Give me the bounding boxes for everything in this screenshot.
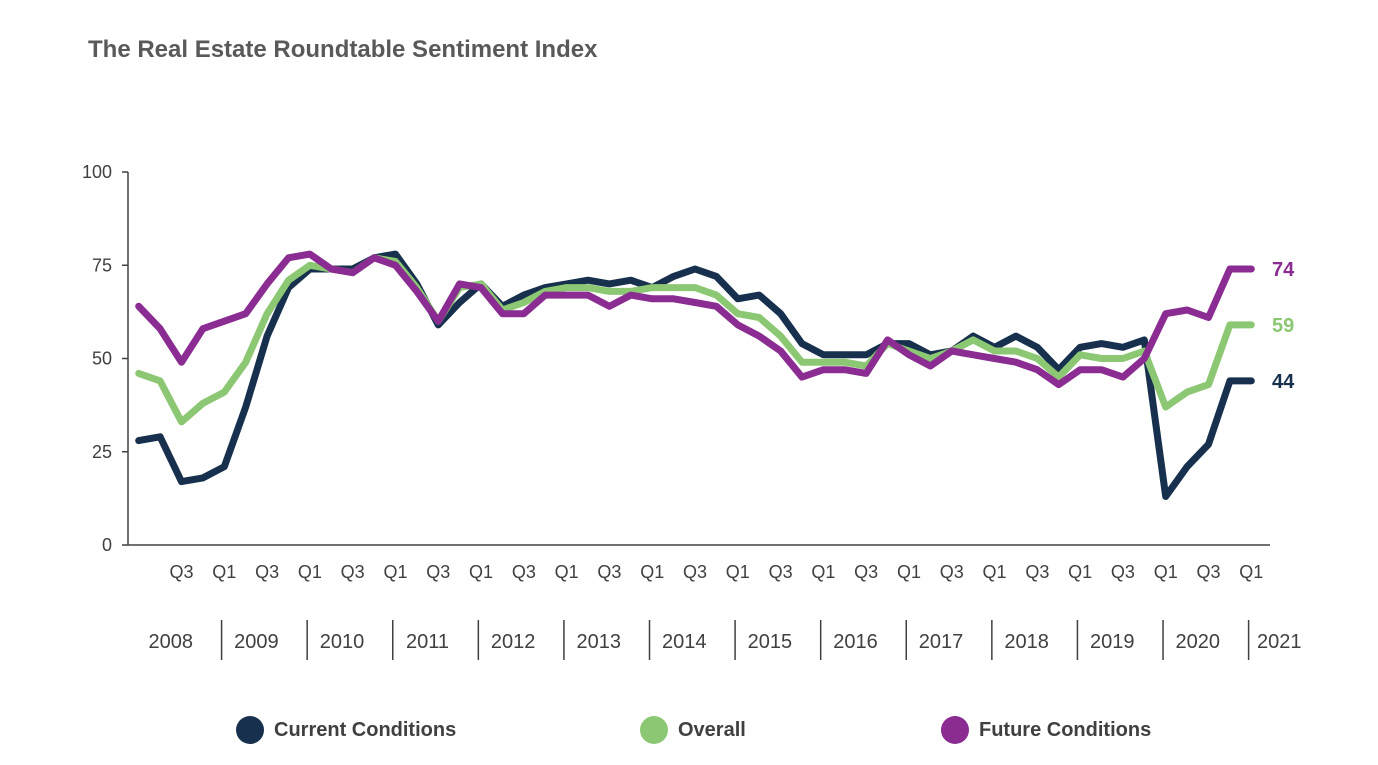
y-tick-label: 0 [102, 535, 112, 555]
legend-item-future-conditions: Future Conditions [941, 716, 1151, 744]
x-tick-label: Q3 [854, 562, 878, 582]
legend-label-future-conditions: Future Conditions [979, 718, 1152, 741]
x-tick-label: Q1 [298, 562, 322, 582]
axes: 0 25 50 75 100 Q3 Q1 Q3 Q1 Q3 Q1 Q3 Q1 Q3 Q1 Q3 Q1 Q3 Q1 Q3… [82, 162, 1302, 660]
year-label: 2013 [576, 631, 621, 653]
x-tick-label: Q1 [897, 562, 921, 582]
x-tick-label: Q1 [811, 562, 835, 582]
x-tick-label: Q3 [683, 562, 707, 582]
x-tick-label: Q1 [640, 562, 664, 582]
legend-item-current-conditions: Current Conditions [236, 716, 456, 744]
year-label: 2014 [662, 631, 707, 653]
legend-marker-current-conditions [236, 716, 264, 744]
end-label-current-conditions: 44 [1272, 371, 1295, 393]
y-tick-label: 25 [92, 442, 112, 462]
year-label: 2019 [1090, 631, 1135, 653]
legend-label-overall: Overall [678, 718, 746, 741]
year-label: 2016 [833, 631, 878, 653]
year-label: 2010 [320, 631, 365, 653]
year-label: 2011 [406, 631, 449, 653]
x-tick-label: Q1 [1068, 562, 1092, 582]
chart-title: The Real Estate Roundtable Sentiment Ind… [88, 36, 598, 63]
series-line-future-conditions [135, 250, 1255, 389]
legend-item-overall: Overall [640, 716, 746, 744]
year-label: 2021 [1257, 631, 1302, 653]
x-tick-label: Q3 [426, 562, 450, 582]
end-label-future-conditions: 74 [1272, 259, 1295, 281]
legend: Current Conditions Overall Future Condit… [0, 716, 1378, 750]
x-tick-label: Q3 [341, 562, 365, 582]
x-tick-label: Q3 [1111, 562, 1135, 582]
year-label: 2018 [1004, 631, 1049, 653]
year-label: 2008 [149, 631, 194, 653]
year-label: 2009 [234, 631, 279, 653]
y-tick-label: 50 [92, 349, 112, 369]
x-tick-label: Q1 [983, 562, 1007, 582]
x-tick-label: Q1 [555, 562, 579, 582]
x-tick-label: Q3 [1197, 562, 1221, 582]
x-tick-label: Q3 [169, 562, 193, 582]
series-line-overall [135, 254, 1255, 426]
year-label: 2015 [748, 631, 793, 653]
year-label: 2017 [919, 631, 964, 653]
x-tick-label: Q1 [212, 562, 236, 582]
x-tick-label: Q1 [1239, 562, 1263, 582]
legend-label-current-conditions: Current Conditions [274, 718, 457, 741]
x-tick-label: Q1 [726, 562, 750, 582]
x-tick-label: Q3 [1025, 562, 1049, 582]
x-tick-label: Q3 [597, 562, 621, 582]
series-lines [135, 250, 1255, 500]
year-label: 2012 [491, 631, 536, 653]
x-tick-label: Q3 [512, 562, 536, 582]
x-tick-label: Q1 [469, 562, 493, 582]
end-labels: 44 59 74 [1272, 259, 1295, 393]
y-tick-label: 100 [82, 162, 112, 182]
y-tick-label: 75 [92, 255, 112, 275]
x-tick-label: Q1 [383, 562, 407, 582]
line-chart: 0 25 50 75 100 Q3 Q1 Q3 Q1 Q3 Q1 Q3 Q1 Q3 Q1 Q3 Q1 Q3 Q1 Q3… [82, 162, 1302, 660]
x-tick-label: Q3 [769, 562, 793, 582]
end-label-overall: 59 [1272, 315, 1294, 337]
x-tick-label: Q3 [255, 562, 279, 582]
x-tick-label: Q1 [1154, 562, 1178, 582]
year-label: 2020 [1176, 631, 1221, 653]
legend-marker-future-conditions [941, 716, 969, 744]
legend-marker-overall [640, 716, 668, 744]
x-tick-label: Q3 [940, 562, 964, 582]
